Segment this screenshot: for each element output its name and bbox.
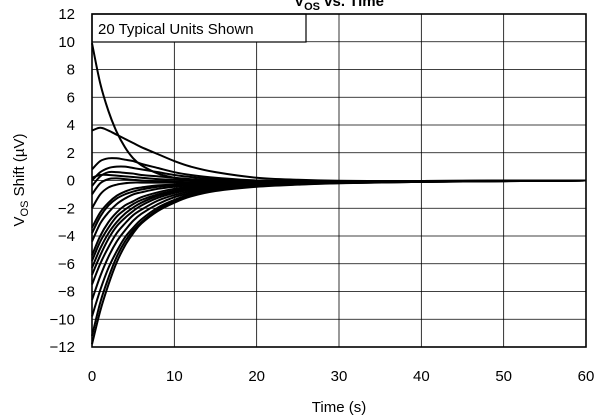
y-tick-labels: 12 10 8 6 4 2 0 −2 −4 −6 −8 −10 −12: [50, 6, 75, 356]
x-tick-label-4: 40: [413, 368, 430, 385]
y-tick-label-9: −6: [58, 256, 75, 273]
y-tick-label-4: 4: [67, 117, 75, 134]
ylabel-main: V: [11, 216, 28, 226]
x-tick-label-0: 0: [88, 368, 96, 385]
y-tick-label-6: 0: [67, 173, 75, 190]
x-axis-label: Time (s): [312, 399, 366, 416]
y-tick-label-8: −4: [58, 228, 75, 245]
y-tick-label-2: 8: [67, 62, 75, 79]
annotation-text: 20 Typical Units Shown: [98, 21, 254, 38]
title-sub: OS: [304, 1, 320, 13]
series-line-20: [91, 179, 587, 345]
y-tick-label-7: −2: [58, 200, 75, 217]
y-tick-label-0: 12: [58, 6, 75, 23]
ylabel-rest: Shift (µV): [11, 134, 28, 201]
x-tick-label-6: 60: [578, 368, 595, 385]
y-axis-label: VOS Shift (µV): [11, 134, 31, 227]
series-group: [91, 42, 587, 345]
title-rest: vs. Time: [320, 0, 384, 10]
x-tick-label-5: 50: [495, 368, 512, 385]
y-tick-label-3: 6: [67, 89, 75, 106]
x-tick-label-2: 20: [248, 368, 265, 385]
y-tick-label-11: −10: [50, 311, 75, 328]
y-tick-label-10: −8: [58, 284, 75, 301]
chart-title: VOS vs. Time: [294, 0, 384, 13]
annotation-box: [91, 13, 307, 43]
y-tick-label-12: −12: [50, 339, 75, 356]
title-main: V: [294, 0, 304, 10]
x-tick-labels: 0 10 20 30 40 50 60: [88, 368, 595, 385]
ylabel-sub: OS: [19, 201, 31, 217]
y-tick-label-5: 2: [67, 145, 75, 162]
y-tick-label-1: 10: [58, 34, 75, 51]
x-tick-label-3: 30: [331, 368, 348, 385]
x-tick-label-1: 10: [166, 368, 183, 385]
plot-border: [91, 13, 587, 348]
